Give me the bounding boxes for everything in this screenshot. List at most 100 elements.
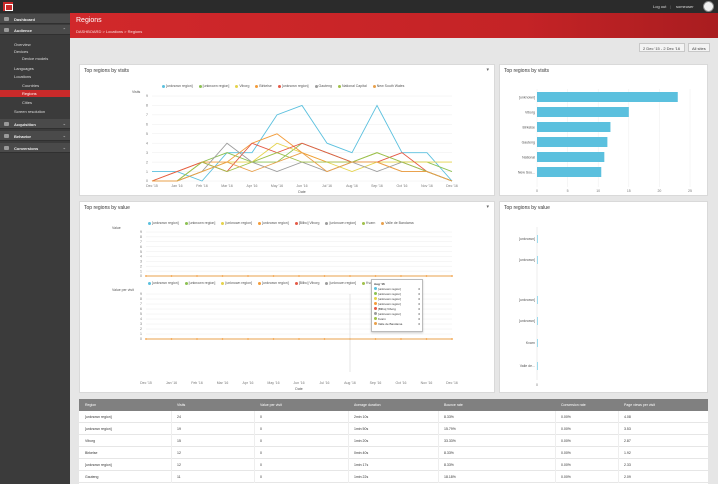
breadcrumb[interactable]: DASHBOARD > Locations > Regions xyxy=(76,29,143,34)
legend-item[interactable]: [unknown region] xyxy=(162,84,193,88)
x-tick-label: Dec '16 xyxy=(446,381,458,385)
sidebar-item-behavior[interactable]: Behavior ⌄ xyxy=(0,131,70,141)
tooltip-label: [unknown region] xyxy=(378,292,401,296)
column-divider xyxy=(348,435,349,447)
chevron-down-icon: ⌄ xyxy=(62,133,66,138)
legend-item[interactable]: [unknown region] xyxy=(221,281,252,285)
legend-item[interactable]: New South Wales xyxy=(372,84,404,88)
legend-item[interactable]: [Bilbo] Viborg xyxy=(294,221,319,225)
sidebar-item-locations[interactable]: Locations xyxy=(14,74,32,79)
legend-dot-icon xyxy=(184,281,188,285)
bar xyxy=(537,362,538,370)
user-name[interactable]: someuser xyxy=(676,4,694,9)
legend-item[interactable]: [Bilbo] Viborg xyxy=(294,281,319,285)
legend-item[interactable]: National Capital xyxy=(337,84,367,88)
column-header[interactable]: Visits xyxy=(177,403,186,407)
dashboard-icon xyxy=(4,17,9,21)
sidebar-item-devices[interactable]: Devices xyxy=(14,49,29,54)
column-divider xyxy=(555,471,556,483)
conversions-icon xyxy=(4,146,9,150)
sidebar-item-regions[interactable]: Regions xyxy=(0,90,70,97)
legend-item[interactable]: [unknown region] xyxy=(148,221,179,225)
table-cell: 3.53 xyxy=(624,427,631,431)
logout-link[interactable]: Log out xyxy=(653,4,667,9)
site-select[interactable]: All sites xyxy=(688,43,710,52)
column-divider xyxy=(438,459,439,471)
sidebar-item-dashboard[interactable]: Dashboard xyxy=(0,14,70,24)
sidebar-item-languages[interactable]: Languages xyxy=(14,66,34,71)
column-header[interactable]: Region xyxy=(85,403,97,407)
column-divider xyxy=(171,411,172,423)
series-line xyxy=(152,152,453,182)
visits-bar-chart: 0 5 10 15 20 25 [unknown] Viborg Birkelse Gauteng… xyxy=(518,89,692,193)
legend-label: [unknown region] xyxy=(188,281,216,285)
behavior-icon xyxy=(4,134,9,138)
legend-item[interactable]: [unknown region] xyxy=(277,84,309,88)
x-tick-label: Apr '16 xyxy=(243,381,254,385)
panel-menu-icon[interactable]: ▾ xyxy=(486,67,489,73)
x-tick-label: Jan '16 xyxy=(166,381,177,385)
tooltip-row: Valle de Bandama 0 xyxy=(374,322,420,327)
table-row[interactable]: Viborg 15 0 1min 20s 33.33% 0.00% 2.87 xyxy=(79,435,708,447)
legend-item[interactable]: Viborg xyxy=(235,84,249,88)
table-row[interactable]: Gauteng 11 0 1min 22s 18.18% 0.00% 2.09 xyxy=(79,471,708,483)
sidebar-item-screen-resolution[interactable]: Screen resolution xyxy=(14,109,46,114)
table-cell: 0 xyxy=(260,475,262,479)
x-axis-label: Date xyxy=(298,190,305,194)
legend-label: [unknown region] xyxy=(281,84,309,88)
sidebar-item-cities[interactable]: Cities xyxy=(22,100,33,105)
legend-item[interactable]: Birkelse xyxy=(255,84,272,88)
legend-item[interactable]: [unknown region] xyxy=(184,221,215,225)
legend-dot-icon xyxy=(198,84,202,88)
app-logo[interactable] xyxy=(3,2,13,11)
sidebar-item-device-models[interactable]: Device models xyxy=(22,56,49,61)
x-tick-label: Sep '16 xyxy=(371,184,383,188)
legend-item[interactable]: [unknown region] xyxy=(221,221,252,225)
y-tick-label: 6 xyxy=(146,123,148,127)
x-tick-label: 0 xyxy=(536,383,538,387)
sidebar-item-countries[interactable]: Countries xyxy=(22,83,40,88)
sidebar-item-overview[interactable]: Overview xyxy=(14,42,31,47)
panel-menu-icon[interactable]: ▾ xyxy=(486,204,489,210)
legend-item[interactable]: [unknown region] xyxy=(258,221,289,225)
legend-item[interactable]: [unknown region] xyxy=(325,281,356,285)
sidebar-item-audience[interactable]: Audience ⌃ xyxy=(0,25,70,35)
sidebar-item-acquisition[interactable]: Acquisition ⌄ xyxy=(0,119,70,129)
column-header[interactable]: Bounce rate xyxy=(444,403,463,407)
table-row[interactable]: Birkelse 12 0 0min 40s 8.33% 0.00% 1.92 xyxy=(79,447,708,459)
legend-item[interactable]: [unknown region] xyxy=(258,281,289,285)
legend-item[interactable]: Kvarn xyxy=(362,281,375,285)
tooltip-label: Kvarn xyxy=(378,317,386,321)
column-divider xyxy=(555,411,556,423)
legend-item[interactable]: [unknown region] xyxy=(325,221,356,225)
column-divider xyxy=(348,411,349,423)
table-row[interactable]: [unknown region] 12 0 1min 17s 8.33% 0.00% 2.3… xyxy=(79,459,708,471)
value-bar-chart: [unknown] [unknown] [unknown] [unknown] Kvar… xyxy=(519,227,538,387)
legend-label: [unknown region] xyxy=(166,84,193,88)
avatar[interactable] xyxy=(703,1,714,12)
tooltip-value: 0 xyxy=(418,297,420,301)
column-header[interactable]: Average duration xyxy=(354,403,381,407)
sidebar-item-conversions[interactable]: Conversions ⌄ xyxy=(0,143,70,153)
legend-item[interactable]: Valle de Bandama xyxy=(381,221,414,225)
legend-item[interactable]: [unknown region] xyxy=(148,281,179,285)
legend-dot-icon xyxy=(362,281,366,285)
column-divider xyxy=(171,459,172,471)
column-divider xyxy=(555,423,556,435)
legend-dot-icon xyxy=(381,221,385,225)
tooltip-value: 0 xyxy=(418,317,420,321)
legend-item[interactable]: [unknown region] xyxy=(198,84,229,88)
legend-item[interactable]: [unknown region] xyxy=(184,281,216,285)
table-cell: 0 xyxy=(260,427,262,431)
legend-item[interactable]: Gauteng xyxy=(314,84,332,88)
column-header[interactable]: Value per visit xyxy=(260,403,282,407)
column-divider xyxy=(555,447,556,459)
date-range-picker[interactable]: 2 Dec '15 - 2 Dec '16 xyxy=(639,43,685,52)
table-row[interactable]: [unknown region] 19 0 1min 50s 15.79% 0.00% 3.… xyxy=(79,423,708,435)
column-divider xyxy=(171,471,172,483)
table-row[interactable]: [unknown region] 24 0 2min 10s 8.33% 0.00% 4.0… xyxy=(79,411,708,423)
legend-item[interactable]: Kvarn xyxy=(362,221,375,225)
column-header[interactable]: Page views per visit xyxy=(624,403,655,407)
bar xyxy=(537,137,608,147)
column-header[interactable]: Conversion rate xyxy=(561,403,586,407)
